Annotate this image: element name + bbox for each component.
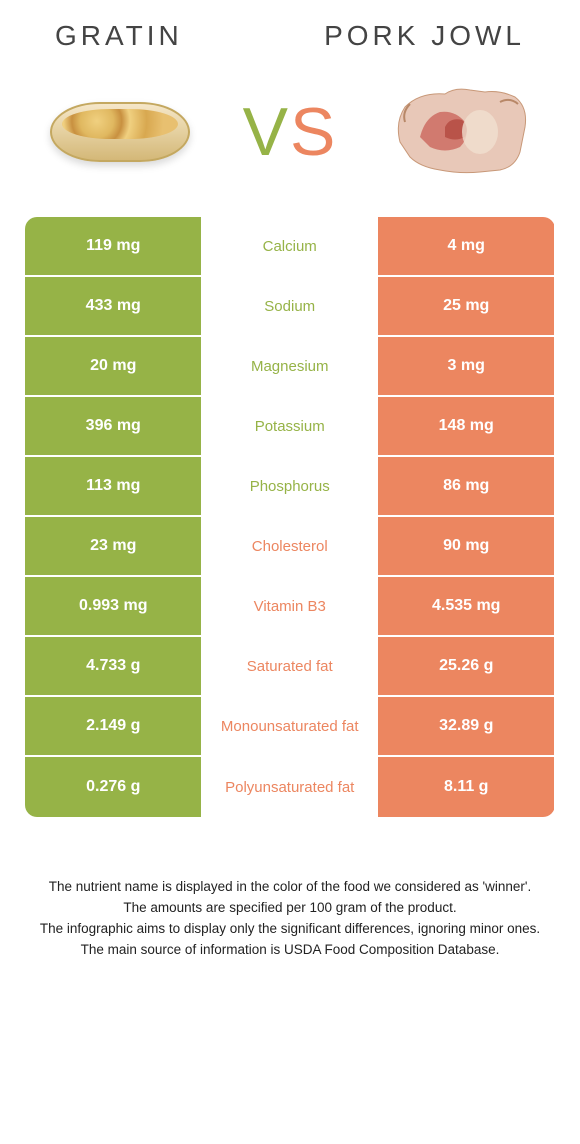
- food-title-left: Gratin: [55, 20, 183, 52]
- cell-left: 0.993 mg: [25, 577, 201, 635]
- footnote-line: The infographic aims to display only the…: [35, 919, 545, 940]
- vs-s: S: [290, 94, 337, 170]
- cell-left: 396 mg: [25, 397, 201, 455]
- cell-nutrient: Calcium: [201, 217, 377, 275]
- pork-image: [385, 77, 535, 187]
- table-row: 396 mgPotassium148 mg: [25, 397, 555, 457]
- cell-right: 4.535 mg: [378, 577, 554, 635]
- vs-row: VS: [25, 77, 555, 187]
- food-title-right: Pork jowl: [324, 20, 525, 52]
- cell-right: 25.26 g: [378, 637, 554, 695]
- cell-left: 0.276 g: [25, 757, 201, 817]
- cell-right: 86 mg: [378, 457, 554, 515]
- cell-right: 148 mg: [378, 397, 554, 455]
- cell-left: 23 mg: [25, 517, 201, 575]
- footnote-line: The main source of information is USDA F…: [35, 940, 545, 961]
- table-row: 0.276 gPolyunsaturated fat8.11 g: [25, 757, 555, 817]
- cell-nutrient: Potassium: [201, 397, 377, 455]
- table-row: 119 mgCalcium4 mg: [25, 217, 555, 277]
- cell-right: 3 mg: [378, 337, 554, 395]
- table-row: 23 mgCholesterol90 mg: [25, 517, 555, 577]
- table-row: 0.993 mgVitamin B34.535 mg: [25, 577, 555, 637]
- gratin-image: [45, 77, 195, 187]
- cell-left: 2.149 g: [25, 697, 201, 755]
- cell-nutrient: Polyunsaturated fat: [201, 757, 377, 817]
- header: Gratin Pork jowl: [25, 20, 555, 52]
- cell-right: 32.89 g: [378, 697, 554, 755]
- cell-left: 20 mg: [25, 337, 201, 395]
- cell-nutrient: Vitamin B3: [201, 577, 377, 635]
- vs-label: VS: [243, 93, 338, 171]
- table-row: 2.149 gMonounsaturated fat32.89 g: [25, 697, 555, 757]
- table-row: 4.733 gSaturated fat25.26 g: [25, 637, 555, 697]
- cell-right: 8.11 g: [378, 757, 554, 817]
- cell-left: 4.733 g: [25, 637, 201, 695]
- comparison-table: 119 mgCalcium4 mg433 mgSodium25 mg20 mgM…: [25, 217, 555, 817]
- footnote-line: The amounts are specified per 100 gram o…: [35, 898, 545, 919]
- cell-left: 433 mg: [25, 277, 201, 335]
- cell-right: 4 mg: [378, 217, 554, 275]
- cell-left: 113 mg: [25, 457, 201, 515]
- cell-nutrient: Saturated fat: [201, 637, 377, 695]
- vs-v: V: [243, 94, 290, 170]
- cell-right: 25 mg: [378, 277, 554, 335]
- table-row: 20 mgMagnesium3 mg: [25, 337, 555, 397]
- cell-nutrient: Cholesterol: [201, 517, 377, 575]
- table-row: 433 mgSodium25 mg: [25, 277, 555, 337]
- cell-nutrient: Monounsaturated fat: [201, 697, 377, 755]
- cell-nutrient: Sodium: [201, 277, 377, 335]
- cell-nutrient: Magnesium: [201, 337, 377, 395]
- cell-nutrient: Phosphorus: [201, 457, 377, 515]
- cell-left: 119 mg: [25, 217, 201, 275]
- table-row: 113 mgPhosphorus86 mg: [25, 457, 555, 517]
- footnote-line: The nutrient name is displayed in the co…: [35, 877, 545, 898]
- cell-right: 90 mg: [378, 517, 554, 575]
- footnotes: The nutrient name is displayed in the co…: [25, 877, 555, 961]
